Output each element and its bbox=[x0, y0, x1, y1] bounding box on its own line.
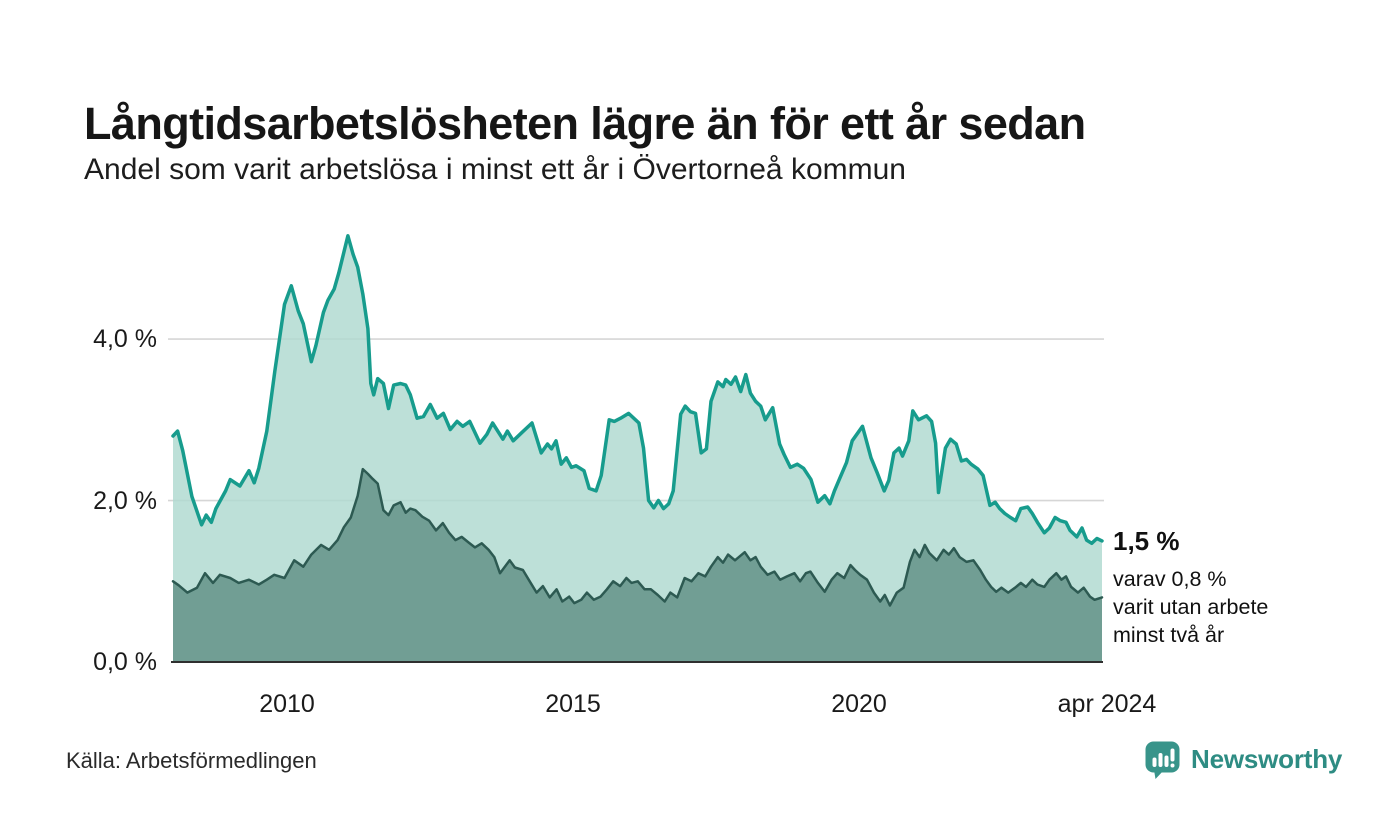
x-axis-tick-2020: 2020 bbox=[831, 690, 887, 718]
x-axis-tick-2015: 2015 bbox=[545, 690, 601, 718]
latest-value-label: 1,5 % bbox=[1113, 526, 1180, 556]
annotation-line-2: varit utan arbete bbox=[1113, 595, 1269, 619]
newsworthy-speech-bubble-chart-icon bbox=[1145, 741, 1180, 779]
annotation-line-1: varav 0,8 % bbox=[1113, 567, 1227, 591]
x-axis-tick-2010: 2010 bbox=[259, 690, 315, 718]
y-axis-tick-0: 0,0 % bbox=[93, 648, 157, 676]
newsworthy-logo: Newsworthy bbox=[1144, 740, 1342, 780]
annotation-line-3: minst två år bbox=[1113, 623, 1225, 647]
chart-subtitle: Andel som varit arbetslösa i minst ett å… bbox=[84, 153, 906, 186]
y-axis-tick-4: 4,0 % bbox=[93, 325, 157, 353]
chart-title: Långtidsarbetslösheten lägre än för ett … bbox=[84, 98, 1086, 150]
source-credit: Källa: Arbetsförmedlingen bbox=[66, 748, 317, 773]
newsworthy-wordmark: Newsworthy bbox=[1191, 744, 1343, 774]
y-axis-tick-2: 2,0 % bbox=[93, 487, 157, 515]
latest-value-annotation: 1,5 % varav 0,8 % varit utan arbete mins… bbox=[1113, 526, 1343, 649]
x-axis-tick-apr-2024: apr 2024 bbox=[1057, 690, 1157, 718]
